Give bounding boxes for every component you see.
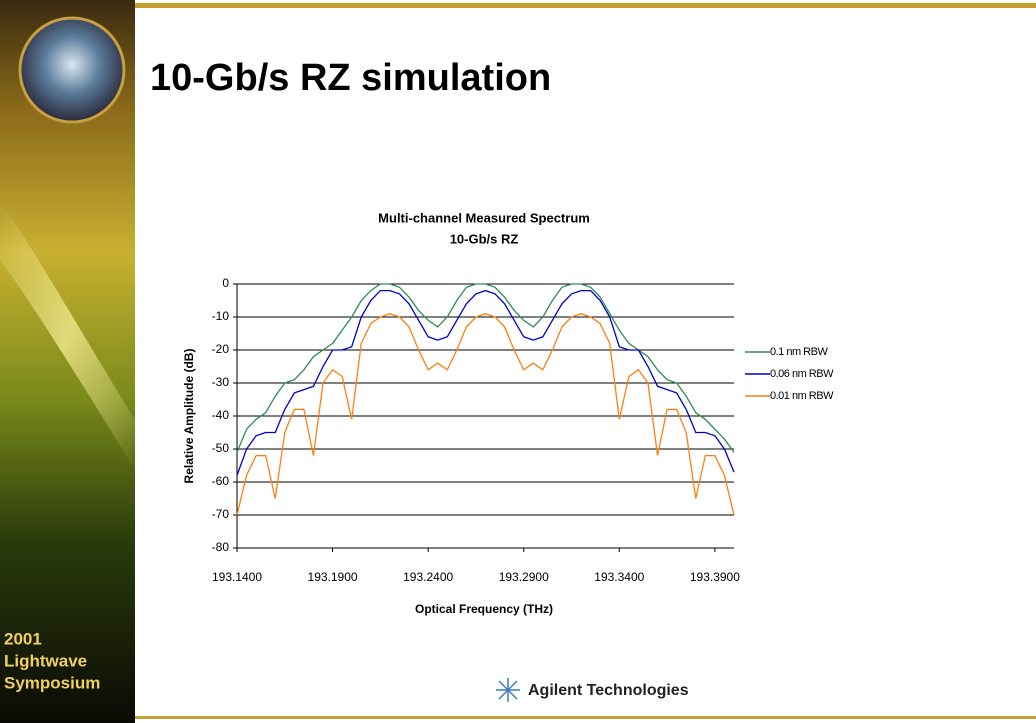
y-tick-label: -40 xyxy=(212,408,230,422)
x-tick-label: 193.1900 xyxy=(308,570,358,584)
sidebar-streak xyxy=(0,200,135,470)
agilent-spark xyxy=(496,678,520,702)
x-tick-label: 193.1400 xyxy=(212,570,262,584)
y-tick-label: -10 xyxy=(212,309,230,323)
x-tick-label: 193.2400 xyxy=(403,570,453,584)
series-line xyxy=(236,283,735,453)
footer-logo: Agilent Technologies xyxy=(528,682,689,699)
sidebar-text: 2001 xyxy=(4,629,42,648)
y-tick-label: -50 xyxy=(212,441,230,455)
sidebar-text: Symposium xyxy=(4,673,100,692)
x-tick-label: 193.3400 xyxy=(594,570,644,584)
x-axis-label: Optical Frequency (THz) xyxy=(415,602,553,616)
legend-label: 0.06 nm RBW xyxy=(770,368,834,380)
y-tick-label: -60 xyxy=(212,474,230,488)
logo-globe xyxy=(18,16,126,124)
series-line xyxy=(236,289,735,476)
chart-subtitle: 10-Gb/s RZ xyxy=(450,231,519,246)
series-line xyxy=(236,313,735,516)
y-axis-label: Relative Amplitude (dB) xyxy=(182,349,196,484)
slide-title: 10-Gb/s RZ simulation xyxy=(150,57,551,99)
sidebar-text: Lightwave xyxy=(4,651,87,670)
legend-label: 0.01 nm RBW xyxy=(770,390,834,402)
y-tick-label: -30 xyxy=(212,375,230,389)
y-tick-label: -80 xyxy=(212,540,230,554)
legend-label: 0.1 nm RBW xyxy=(770,346,828,358)
bottom-rule xyxy=(135,716,1036,719)
top-rule xyxy=(135,3,1036,8)
y-tick-label: 0 xyxy=(222,276,229,290)
y-tick-label: -20 xyxy=(212,342,230,356)
y-tick-label: -70 xyxy=(212,507,230,521)
x-tick-label: 193.3900 xyxy=(690,570,740,584)
chart-title: Multi-channel Measured Spectrum xyxy=(378,210,590,225)
x-tick-label: 193.2900 xyxy=(499,570,549,584)
